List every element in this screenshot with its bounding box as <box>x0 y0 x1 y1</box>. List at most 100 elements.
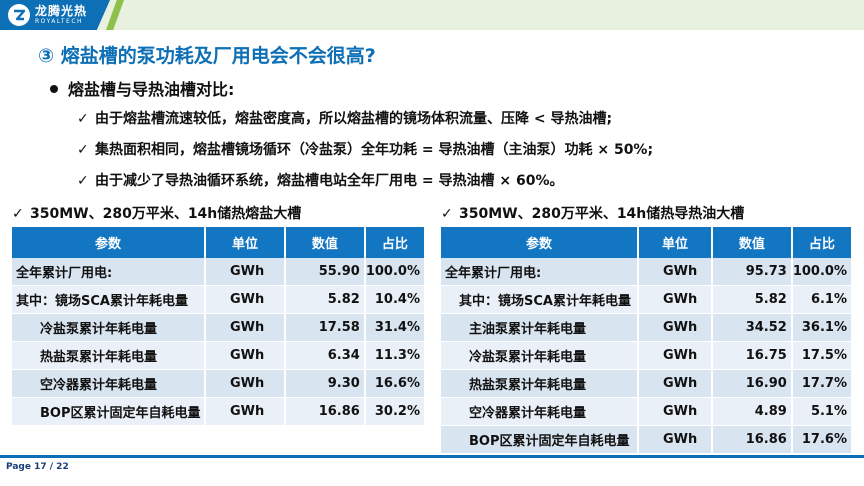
header-value: 数值 <box>285 227 366 258</box>
table-row: 热盐泵累计年耗电量 GWh 16.90 17.7% <box>441 370 851 398</box>
check-icon: ✓ <box>77 142 89 158</box>
header-unit: 单位 <box>205 227 286 258</box>
table-row: BOP区累计固定年自耗电量 GWh 16.86 30.2% <box>12 398 424 426</box>
cell-param: 冷盐泵累计年耗电量 <box>441 342 639 370</box>
bullet-item: ✓ 由于减少了导热油循环系统，熔盐槽电站全年厂用电 = 导热油槽 × 60%。 <box>77 170 563 190</box>
cell-value: 16.90 <box>712 370 793 398</box>
check-icon: ✓ <box>77 173 89 189</box>
table-row: 全年累计厂用电: GWh 95.73 100.0% <box>441 258 851 286</box>
cell-unit: GWh <box>205 314 286 342</box>
bullet-item: ✓ 由于熔盐槽流速较低，熔盐密度高，所以熔盐槽的镜场体积流量、压降 < 导热油槽; <box>77 108 612 128</box>
table-row: BOP区累计固定年自耗电量 GWh 16.86 17.6% <box>441 426 851 454</box>
cell-param: 其中：镜场SCA累计年耗电量 <box>12 286 206 314</box>
cell-unit: GWh <box>638 342 713 370</box>
cell-unit: GWh <box>638 370 713 398</box>
cell-share: 17.6% <box>792 426 851 454</box>
table-row: 主油泵累计年耗电量 GWh 34.52 36.1% <box>441 314 851 342</box>
cell-unit: GWh <box>638 314 713 342</box>
cell-param: 主油泵累计年耗电量 <box>441 314 639 342</box>
table-row: 全年累计厂用电: GWh 55.90 100.0% <box>12 258 424 286</box>
bullet-dot-icon <box>50 84 58 93</box>
cell-share: 10.4% <box>365 286 424 314</box>
cell-value: 16.75 <box>712 342 793 370</box>
cell-value: 9.30 <box>285 370 366 398</box>
cell-param: 热盐泵累计年耗电量 <box>441 370 639 398</box>
cell-share: 30.2% <box>365 398 424 426</box>
cell-unit: GWh <box>205 370 286 398</box>
cell-unit: GWh <box>205 398 286 426</box>
cell-share: 16.6% <box>365 370 424 398</box>
bullet-item: ✓ 集热面积相同，熔盐槽镜场循环（冷盐泵）全年功耗 = 导热油槽（主油泵）功耗 ×… <box>77 139 653 159</box>
cell-param: 全年累计厂用电: <box>12 258 206 286</box>
check-icon: ✓ <box>77 111 89 127</box>
cell-unit: GWh <box>638 286 713 314</box>
cell-value: 95.73 <box>712 258 793 286</box>
bullet-text: 集热面积相同，熔盐槽镜场循环（冷盐泵）全年功耗 = 导热油槽（主油泵）功耗 × … <box>95 142 654 158</box>
table-row: 冷盐泵累计年耗电量 GWh 16.75 17.5% <box>441 342 851 370</box>
cell-value: 4.89 <box>712 398 793 426</box>
cell-value: 16.86 <box>285 398 366 426</box>
table-header-row: 参数 单位 数值 占比 <box>441 227 851 258</box>
thermal-oil-table: 参数 单位 数值 占比 全年累计厂用电: GWh 95.73 100.0% 其中… <box>441 227 851 454</box>
cell-param: 全年累计厂用电: <box>441 258 639 286</box>
molten-salt-table: 参数 单位 数值 占比 全年累计厂用电: GWh 55.90 100.0% 其中… <box>12 227 424 426</box>
header-param: 参数 <box>441 227 639 258</box>
cell-unit: GWh <box>205 342 286 370</box>
section-heading: 熔盐槽与导热油槽对比: <box>50 76 234 100</box>
cell-unit: GWh <box>205 258 286 286</box>
bullet-text: 由于减少了导热油循环系统，熔盐槽电站全年厂用电 = 导热油槽 × 60%。 <box>95 173 564 189</box>
cell-param: 冷盐泵累计年耗电量 <box>12 314 206 342</box>
logo-name-cn: 龙腾光热 <box>35 4 88 18</box>
cell-unit: GWh <box>205 286 286 314</box>
check-icon: ✓ <box>441 206 453 222</box>
cell-share: 100.0% <box>365 258 424 286</box>
cell-param: 其中：镜场SCA累计年耗电量 <box>441 286 639 314</box>
cell-share: 17.7% <box>792 370 851 398</box>
cell-param: BOP区累计固定年自耗电量 <box>12 398 206 426</box>
table-row: 冷盐泵累计年耗电量 GWh 17.58 31.4% <box>12 314 424 342</box>
header-value: 数值 <box>712 227 793 258</box>
check-icon: ✓ <box>12 206 24 222</box>
cell-share: 100.0% <box>792 258 851 286</box>
cell-unit: GWh <box>638 398 713 426</box>
cell-value: 5.82 <box>712 286 793 314</box>
cell-share: 5.1% <box>792 398 851 426</box>
footer-divider <box>0 455 864 458</box>
page-number: Page 17 / 22 <box>6 462 69 472</box>
cell-unit: GWh <box>638 258 713 286</box>
cell-value: 34.52 <box>712 314 793 342</box>
table-row: 其中：镜场SCA累计年耗电量 GWh 5.82 10.4% <box>12 286 424 314</box>
company-logo: 龙腾光热 ROYALTECH <box>8 4 108 26</box>
cell-value: 6.34 <box>285 342 366 370</box>
table-row: 空冷器累计年耗电量 GWh 9.30 16.6% <box>12 370 424 398</box>
header-param: 参数 <box>12 227 206 258</box>
cell-param: BOP区累计固定年自耗电量 <box>441 426 639 454</box>
cell-share: 6.1% <box>792 286 851 314</box>
table-row: 热盐泵累计年耗电量 GWh 6.34 11.3% <box>12 342 424 370</box>
slide-title: ③ 熔盐槽的泵功耗及厂用电会不会很高? <box>38 45 376 67</box>
header-unit: 单位 <box>638 227 713 258</box>
table-row: 其中：镜场SCA累计年耗电量 GWh 5.82 6.1% <box>441 286 851 314</box>
cell-value: 5.82 <box>285 286 366 314</box>
cell-share: 36.1% <box>792 314 851 342</box>
top-banner: 龙腾光热 ROYALTECH <box>0 0 864 30</box>
logo-name-en: ROYALTECH <box>35 18 84 25</box>
bullet-text: 由于熔盐槽流速较低，熔盐密度高，所以熔盐槽的镜场体积流量、压降 < 导热油槽; <box>95 111 613 127</box>
cell-param: 热盐泵累计年耗电量 <box>12 342 206 370</box>
section-heading-text: 熔盐槽与导热油槽对比: <box>68 80 235 99</box>
left-table-title: ✓ 350MW、280万平米、14h储热熔盐大槽 <box>12 206 302 222</box>
cell-value: 17.58 <box>285 314 366 342</box>
header-share: 占比 <box>792 227 851 258</box>
banner-background <box>0 0 864 30</box>
cell-value: 16.86 <box>712 426 793 454</box>
cell-param: 空冷器累计年耗电量 <box>12 370 206 398</box>
logo-icon <box>8 4 30 26</box>
cell-share: 31.4% <box>365 314 424 342</box>
cell-param: 空冷器累计年耗电量 <box>441 398 639 426</box>
cell-share: 17.5% <box>792 342 851 370</box>
right-table-title: ✓ 350MW、280万平米、14h储热导热油大槽 <box>441 206 745 222</box>
cell-share: 11.3% <box>365 342 424 370</box>
cell-value: 55.90 <box>285 258 366 286</box>
cell-unit: GWh <box>638 426 713 454</box>
header-share: 占比 <box>365 227 424 258</box>
